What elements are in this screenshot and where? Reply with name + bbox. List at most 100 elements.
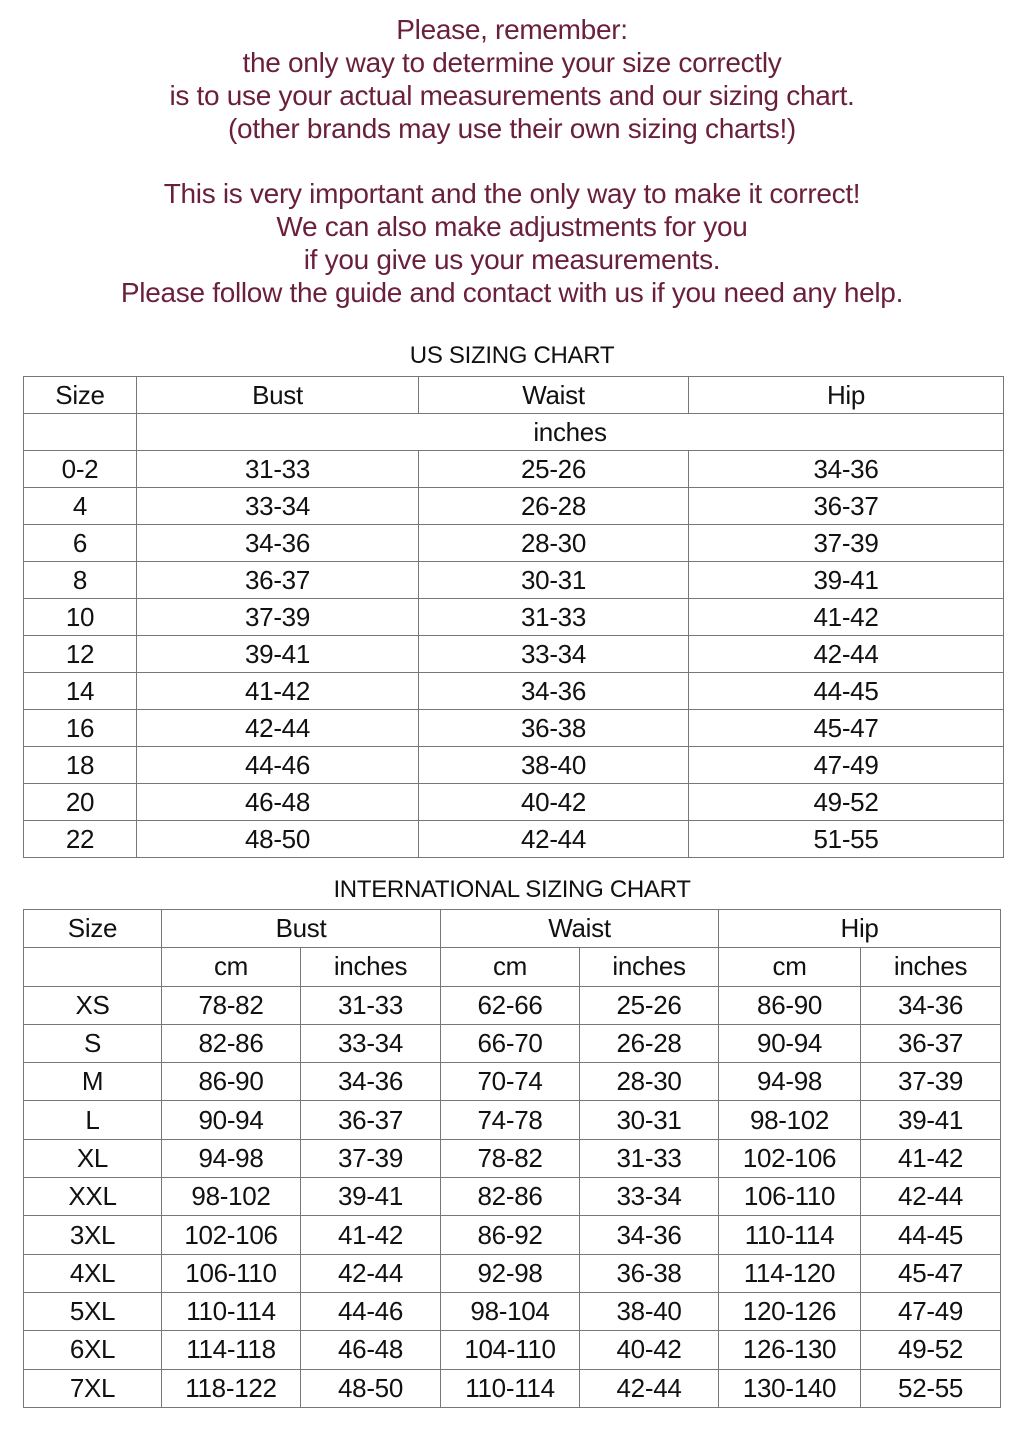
table-row: 6XL 114-118 46-48 104-110 40-42 126-130 49-52 (23, 1330, 1002, 1370)
measurement-cell: 33-34 (299, 1023, 442, 1064)
measurement-cell: 110-114 (161, 1291, 301, 1332)
measurement-cell: 98-102 (718, 1100, 862, 1140)
measurement-cell: 38-40 (579, 1291, 720, 1332)
measurement-cell: 110-114 (440, 1368, 581, 1408)
column-header: Hip (688, 376, 1004, 414)
size-cell: 3XL (23, 1215, 162, 1255)
column-header: Waist (418, 376, 689, 414)
notes-line: if you give us your measurements. (303, 244, 721, 275)
measurement-cell: 26-28 (579, 1023, 720, 1064)
measurement-cell: 31-33 (579, 1138, 720, 1179)
measurement-cell: 42-44 (299, 1253, 442, 1293)
measurement-cell: 37-39 (688, 524, 1004, 562)
measurement-cell: 39-41 (136, 635, 419, 673)
measurement-cell: 39-41 (860, 1100, 1002, 1140)
notes-line: This is very important and the only way … (163, 178, 861, 209)
table-row: 4 33-34 26-28 36-37 (23, 487, 1004, 525)
measurement-cell: 34-36 (299, 1062, 442, 1102)
measurement-cell: 37-39 (860, 1062, 1002, 1102)
measurement-cell: 34-36 (860, 985, 1002, 1025)
measurement-cell: 66-70 (440, 1023, 581, 1064)
intl-unit-row: cm inches cm inches cm inches (23, 947, 1002, 987)
measurement-cell: 28-30 (579, 1062, 720, 1102)
measurement-cell: 42-44 (688, 635, 1004, 673)
size-cell: 12 (23, 635, 137, 673)
size-cell: XXL (23, 1177, 162, 1217)
measurement-cell: 31-33 (136, 450, 419, 488)
measurement-cell: 39-41 (299, 1177, 442, 1217)
size-cell: 10 (23, 598, 137, 636)
sizing-notes: Please, remember: the only way to determi… (0, 13, 1024, 309)
size-cell: M (23, 1062, 162, 1102)
us-sizing-table: Size Bust Waist Hip inches 0-2 31-33 25-26 34-36… (23, 376, 1004, 858)
size-cell: 16 (23, 709, 137, 747)
measurement-cell: 82-86 (161, 1023, 301, 1064)
measurement-cell: 48-50 (299, 1368, 442, 1408)
measurement-cell: 41-42 (136, 672, 419, 710)
measurement-cell: 33-34 (579, 1177, 720, 1217)
measurement-cell: 36-37 (299, 1100, 442, 1140)
measurement-cell: 41-42 (688, 598, 1004, 636)
measurement-cell: 106-110 (161, 1253, 301, 1293)
measurement-cell: 38-40 (418, 746, 689, 784)
measurement-cell: 36-37 (688, 487, 1004, 525)
measurement-cell: 37-39 (299, 1138, 442, 1179)
measurement-cell: 114-120 (718, 1253, 862, 1293)
size-cell: 22 (23, 820, 137, 858)
size-cell: 7XL (23, 1368, 162, 1408)
measurement-cell: 52-55 (860, 1368, 1002, 1408)
size-cell: 18 (23, 746, 137, 784)
measurement-cell: 41-42 (860, 1138, 1002, 1179)
measurement-cell: 44-45 (688, 672, 1004, 710)
size-cell: XS (23, 985, 162, 1025)
size-cell: 8 (23, 561, 137, 599)
measurement-cell: 70-74 (440, 1062, 581, 1102)
measurement-cell: 42-44 (136, 709, 419, 747)
table-row: 3XL 102-106 41-42 86-92 34-36 110-114 44-45 (23, 1215, 1002, 1255)
table-row: 4XL 106-110 42-44 92-98 36-38 114-120 45-47 (23, 1253, 1002, 1293)
notes-line: the only way to determine your size corr… (242, 47, 782, 78)
table-row: 16 42-44 36-38 45-47 (23, 709, 1004, 747)
measurement-cell: 45-47 (688, 709, 1004, 747)
measurement-cell: 98-102 (161, 1177, 301, 1217)
measurement-cell: 62-66 (440, 985, 581, 1025)
table-row: XXL 98-102 39-41 82-86 33-34 106-110 42-44 (23, 1177, 1002, 1217)
notes-paragraph-important: This is very important and the only way … (0, 177, 1024, 309)
unit-label: cm (161, 947, 301, 987)
unit-label: inches (860, 947, 1002, 987)
measurement-cell: 42-44 (418, 820, 689, 858)
measurement-cell: 31-33 (418, 598, 689, 636)
table-row: L 90-94 36-37 74-78 30-31 98-102 39-41 (23, 1100, 1002, 1140)
unit-label: cm (440, 947, 581, 987)
measurement-cell: 34-36 (418, 672, 689, 710)
table-row: XS 78-82 31-33 62-66 25-26 86-90 34-36 (23, 985, 1002, 1025)
measurement-cell: 47-49 (688, 746, 1004, 784)
measurement-cell: 114-118 (161, 1330, 301, 1370)
measurement-cell: 40-42 (418, 783, 689, 821)
us-header-row: Size Bust Waist Hip (23, 376, 1004, 414)
table-row: 10 37-39 31-33 41-42 (23, 598, 1004, 636)
measurement-cell: 26-28 (418, 487, 689, 525)
measurement-cell: 110-114 (718, 1215, 862, 1255)
notes-line: Please follow the guide and contact with… (120, 277, 904, 308)
size-cell: 20 (23, 783, 137, 821)
measurement-cell: 82-86 (440, 1177, 581, 1217)
measurement-cell: 126-130 (718, 1330, 862, 1370)
empty-cell (23, 947, 162, 987)
size-cell: 6XL (23, 1330, 162, 1370)
measurement-cell: 45-47 (860, 1253, 1002, 1293)
size-cell: 0-2 (23, 450, 137, 488)
measurement-cell: 49-52 (688, 783, 1004, 821)
measurement-cell: 25-26 (579, 985, 720, 1025)
measurement-cell: 44-46 (136, 746, 419, 784)
measurement-cell: 98-104 (440, 1291, 581, 1332)
measurement-cell: 30-31 (579, 1100, 720, 1140)
measurement-cell: 34-36 (688, 450, 1004, 488)
measurement-cell: 37-39 (136, 598, 419, 636)
empty-cell (23, 413, 137, 451)
unit-label: inches (299, 947, 442, 987)
table-row: 12 39-41 33-34 42-44 (23, 635, 1004, 673)
measurement-cell: 86-92 (440, 1215, 581, 1255)
measurement-cell: 46-48 (136, 783, 419, 821)
table-row: 22 48-50 42-44 51-55 (23, 820, 1004, 858)
